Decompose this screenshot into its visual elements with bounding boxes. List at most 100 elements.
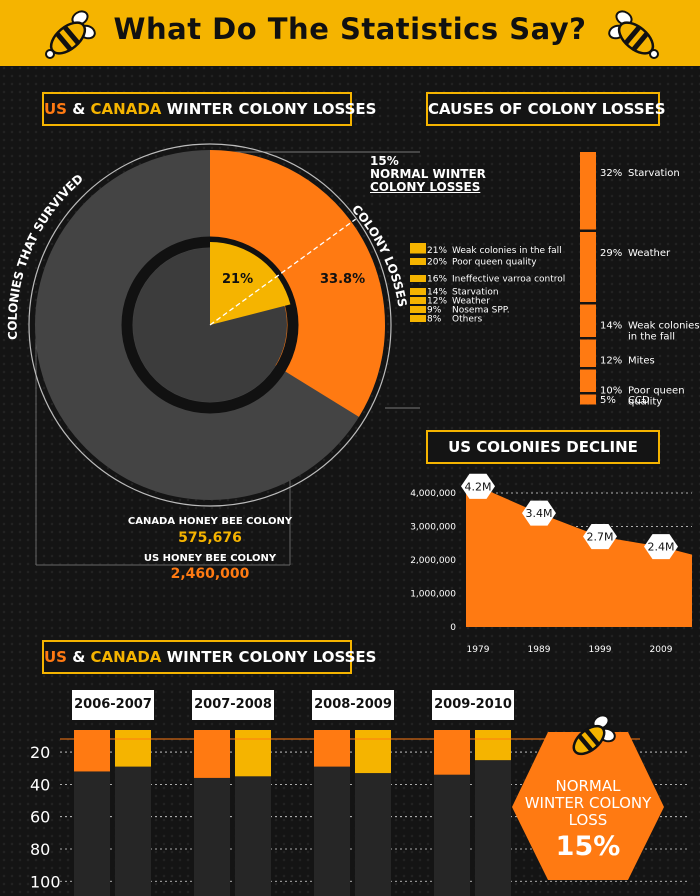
us-cause-label-2: in the fall: [628, 332, 675, 343]
canada-cause-label: Ineffective varroa control: [452, 275, 565, 285]
bar-ytick: 80: [30, 840, 50, 859]
bars-section-title: US & CANADA WINTER COLONY LOSSES: [42, 640, 377, 674]
bar-ytick: 100: [30, 872, 61, 891]
canada-loss-bar: [355, 730, 391, 774]
causes-title: CAUSES OF COLONY LOSSES: [426, 92, 666, 126]
canada-cause-pct: 8%: [427, 315, 442, 325]
pie-canada-loss-slice: [210, 242, 291, 325]
decline-point-marker: [522, 500, 556, 526]
us-loss-bar: [434, 730, 470, 775]
canada-loss-bar: [475, 730, 511, 761]
bar-ytick: 20: [30, 743, 50, 762]
canada-cause-pct: 20%: [427, 258, 447, 268]
decline-point-marker: [644, 534, 678, 560]
header-banner: What Do The Statistics Say?: [0, 0, 700, 66]
decline-xtick: 2009: [650, 645, 673, 655]
canada-cause-label: Nosema SPP.: [452, 306, 510, 316]
year-label-2007: 2007-2008: [192, 690, 274, 720]
canada-cause-bar: [410, 288, 426, 295]
decline-point-label: 3.4M: [526, 507, 553, 520]
canada-loss-bar: [115, 730, 151, 767]
loss-bar-chart: 20 40 60 80 100: [30, 730, 690, 896]
canada-cause-bar: [410, 243, 426, 254]
bar-ytick: 40: [30, 775, 50, 794]
pie-section-title: US & CANADA WINTER COLONY LOSSES: [42, 92, 377, 126]
us-cause-pct: 12%: [600, 356, 622, 367]
causes-chart: 21% Weak colonies in the fall 20% Poor quee…: [410, 152, 700, 408]
decline-point-label: 4.2M: [465, 480, 492, 493]
decline-ytick: 0: [450, 623, 456, 633]
us-cause-label: Weak colonies: [628, 321, 700, 332]
normal-losses-line2: COLONY LOSSES: [370, 180, 481, 194]
canada-cause-pct: 21%: [427, 246, 447, 256]
decline-ytick: 1,000,000: [410, 590, 456, 600]
normal-loss-text: NORMAL WINTER COLONY LOSS: [508, 778, 668, 829]
us-colony-value: 2,460,000: [170, 566, 250, 582]
us-cause-pct: 10%: [600, 386, 622, 397]
us-cause-bar: [580, 304, 596, 337]
decline-xtick: 1979: [467, 645, 490, 655]
decline-ytick: 3,000,000: [410, 523, 456, 533]
decline-ytick: 4,000,000: [410, 489, 456, 499]
us-cause-bar: [580, 369, 596, 392]
canada-cause-label: Weak colonies in the fall: [452, 246, 562, 256]
decline-chart: 0 1,000,000 2,000,000 3,000,000 4,000,000 4.2…: [410, 473, 692, 655]
us-cause-pct: 32%: [600, 168, 622, 179]
normal-loss-line2: WINTER COLONY: [524, 794, 652, 812]
page-title: What Do The Statistics Say?: [113, 12, 587, 46]
us-cause-pct: 5%: [600, 395, 616, 406]
decline-point-marker: [461, 473, 495, 499]
decline-point-marker: [583, 524, 617, 550]
normal-loss-badge: [512, 714, 664, 880]
bee-icon: [45, 10, 96, 59]
canada-cause-label: Poor queen quality: [452, 258, 537, 268]
us-pct-label: 33.8%: [320, 272, 366, 287]
us-loss-bar: [194, 730, 230, 778]
decline-area: [466, 486, 692, 627]
us-cause-bar: [580, 152, 596, 230]
normal-loss-line: [209, 218, 357, 326]
canada-cause-pct: 12%: [427, 297, 447, 307]
year-label-2006: 2006-2007: [72, 690, 154, 720]
canada-cause-bar: [410, 275, 426, 282]
bee-icon: [572, 714, 616, 756]
decline-xtick: 1989: [528, 645, 551, 655]
decline-ytick: 2,000,000: [410, 556, 456, 566]
decline-title: US COLONIES DECLINE: [426, 430, 660, 464]
normal-loss-pct: 15%: [555, 831, 621, 862]
canada-cause-pct: 9%: [427, 306, 442, 316]
canada-colony-label: CANADA HONEY BEE COLONY: [127, 516, 293, 527]
canada-cause-label: Starvation: [452, 288, 499, 298]
normal-loss-line3: LOSS: [568, 811, 608, 829]
us-cause-label: CCD: [628, 395, 650, 406]
canada-cause-bar: [410, 258, 426, 265]
decline-point-label: 2.4M: [648, 541, 675, 554]
year-label-2008: 2008-2009: [312, 690, 394, 720]
decline-xtick: 1999: [589, 645, 612, 655]
us-cause-label: Poor queen: [628, 386, 685, 397]
us-loss-bar: [314, 730, 350, 767]
canada-cause-label: Others: [452, 315, 483, 325]
year-label-2009: 2009-2010: [432, 690, 514, 720]
normal-losses-label: 15% NORMAL WINTER COLONY LOSSES: [370, 155, 486, 194]
canada-cause-pct: 14%: [427, 288, 447, 298]
us-cause-label-2: quality: [628, 397, 662, 408]
us-cause-label: Starvation: [628, 168, 680, 179]
canada-cause-bar: [410, 306, 426, 313]
pie-outer-ring: [28, 143, 392, 507]
us-cause-label: Mites: [628, 356, 655, 367]
bar-ytick: 60: [30, 808, 50, 827]
canada-pct-label: 21%: [222, 272, 254, 287]
normal-loss-line1: NORMAL: [555, 777, 621, 795]
us-cause-bar: [580, 394, 596, 405]
us-cause-bar: [580, 339, 596, 367]
canada-loss-bar: [235, 730, 271, 777]
normal-losses-pct: 15%: [370, 154, 399, 168]
canada-colony-value: 575,676: [178, 530, 242, 546]
canada-cause-label: Weather: [452, 297, 490, 307]
us-loss-bar: [74, 730, 110, 772]
normal-losses-line1: NORMAL WINTER: [370, 167, 486, 181]
us-cause-pct: 14%: [600, 321, 622, 332]
canada-cause-pct: 16%: [427, 275, 447, 285]
